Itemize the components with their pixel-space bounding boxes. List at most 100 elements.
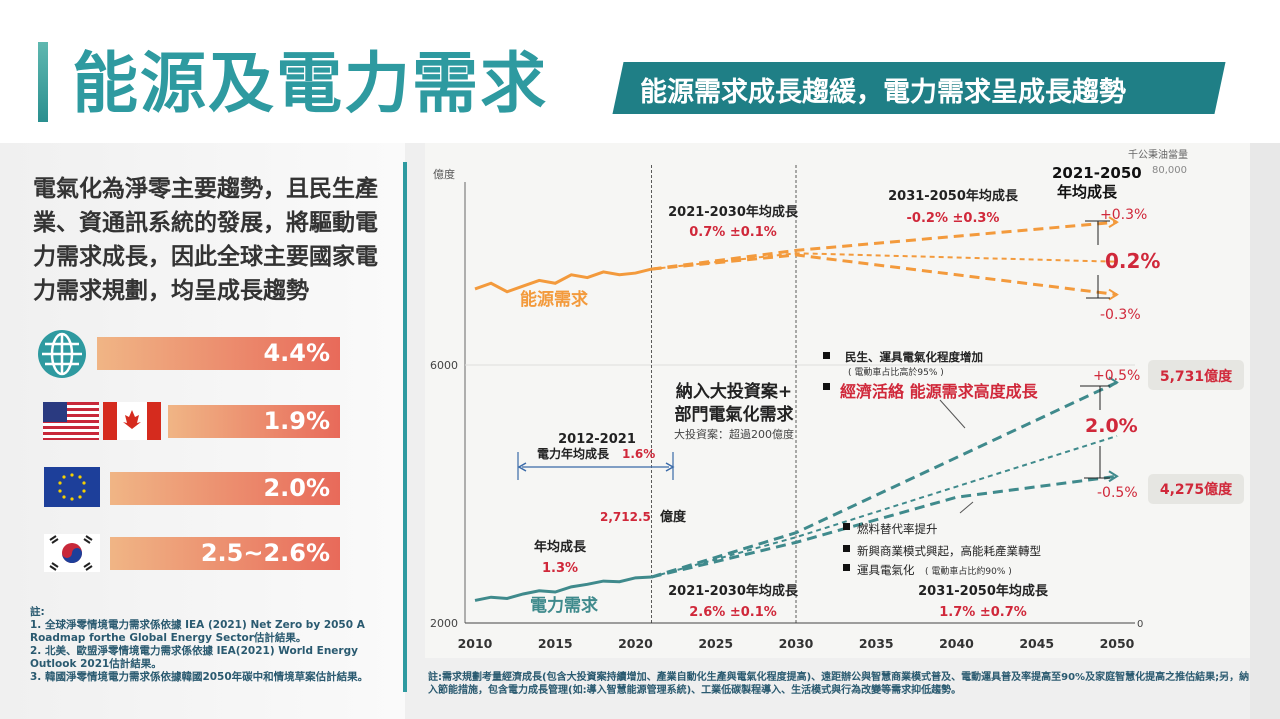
- bar-global: 4.4%: [97, 337, 340, 370]
- row-north-america: 1.9%: [0, 392, 400, 452]
- leader-line-low: [959, 501, 974, 514]
- right-tick-0: 0: [1137, 619, 1143, 630]
- projection-line-electricity-1: [651, 434, 1118, 579]
- e-2150-down: -0.3%: [1100, 307, 1141, 323]
- note-3: 3. 韓國淨零情境電力需求係依據韓國2050年碳中和情境草案估計結果。: [30, 671, 369, 683]
- bullet-square: [823, 383, 830, 390]
- el-2150-low: 4,275億度: [1160, 481, 1233, 498]
- chart-panel: [425, 143, 1250, 658]
- el-2021-value: 2,712.5: [600, 510, 651, 524]
- low-bullet-3: 運具電氣化: [857, 563, 915, 577]
- us-canada-flags-icon: [43, 402, 161, 440]
- row-eu: 2.0%: [0, 459, 400, 519]
- high-bullet-2: 經濟活絡 能源需求高度成長: [840, 382, 1039, 401]
- el-2150-mid: 2.0%: [1085, 415, 1138, 437]
- electricity-series-label: 電力需求: [530, 595, 598, 616]
- arrow-head: [1108, 288, 1119, 301]
- x-tick-2030: 2030: [779, 636, 814, 651]
- leader-line-high: [939, 399, 966, 429]
- el-1221-label: 電力年均成長: [537, 446, 610, 461]
- high-bullet-1-sub: ( 電動車占比高於95% ): [848, 366, 944, 378]
- bullet-square: [823, 352, 830, 359]
- note-2: 2. 北美、歐盟淨零情境電力需求係依據 IEA(2021) World Ener…: [30, 645, 358, 670]
- projection-line-energy-2: [651, 253, 1118, 297]
- callout-high-bg: [1148, 360, 1244, 390]
- series-line-energy: [474, 267, 652, 294]
- note-1: 1. 全球淨零情境電力需求係依據 IEA (2021) Net Zero by …: [30, 619, 365, 644]
- range-bracket-electricity: [1080, 385, 1110, 479]
- el-3150-title: 2031-2050年均成長: [918, 583, 1049, 599]
- low-bullet-3-sub: ( 電動車占比約90% ): [925, 565, 1012, 577]
- el-3150-value: 1.7% ±0.7%: [939, 605, 1027, 620]
- e-2150-up: +0.3%: [1100, 207, 1147, 223]
- y-tick-6000: 6000: [430, 359, 458, 372]
- bottom-note: 註:需求規劃考量經濟成長(包含大投資案持續增加、產業自動化生產與電氣化程度提高)…: [428, 672, 1250, 696]
- range-arrow-2012-2021: [517, 452, 674, 480]
- e-2130-title: 2021-2030年均成長: [668, 204, 799, 220]
- e-3150-value: -0.2% ±0.3%: [907, 211, 1000, 226]
- el-2130-value: 2.6% ±0.1%: [689, 605, 777, 620]
- arrow-head: [1108, 216, 1119, 228]
- x-tick-2020: 2020: [618, 636, 653, 651]
- projection-line-electricity-0: [651, 380, 1118, 579]
- energy-series-label: 能源需求: [520, 289, 588, 310]
- y-tick-2000: 2000: [430, 617, 458, 630]
- el-2150-up: +0.5%: [1093, 368, 1140, 384]
- range-bracket-energy: [1085, 220, 1110, 299]
- left-axis-label: 億度: [433, 167, 455, 181]
- invest-line2: 部門電氣化需求: [675, 404, 794, 425]
- e-2150-mid: 0.2%: [1105, 249, 1160, 273]
- x-tick-2025: 2025: [698, 636, 733, 651]
- x-tick-2050: 2050: [1100, 636, 1135, 651]
- low-bullet-1: 燃料替代率提升: [857, 522, 938, 536]
- el-2150-high: 5,731億度: [1160, 368, 1233, 385]
- note-heading: 註:: [30, 606, 45, 618]
- right-margin: [1250, 143, 1280, 719]
- korea-flag-icon: [44, 534, 100, 572]
- bar-korea: 2.5~2.6%: [110, 537, 340, 570]
- el-2150-down: -0.5%: [1097, 485, 1138, 501]
- row-korea: 2.5~2.6%: [0, 524, 400, 584]
- el-2021-unit: 億度: [660, 509, 687, 525]
- arrow-head: [1108, 470, 1119, 483]
- bar-eu: 2.0%: [110, 472, 340, 505]
- el-hist-title: 年均成長: [534, 539, 587, 555]
- left-notes: 註: 1. 全球淨零情境電力需求係依據 IEA (2021) Net Zero …: [30, 606, 390, 684]
- x-tick-2035: 2035: [859, 636, 894, 651]
- subtitle: 能源需求成長趨緩，電力需求呈成長趨勢: [640, 77, 1126, 108]
- projection-line-electricity-2: [651, 474, 1118, 579]
- bullet-square: [843, 523, 850, 530]
- eu-flag-icon: [44, 467, 100, 507]
- series-line-electricity: [474, 575, 652, 602]
- low-bullet-2: 新興商業模式興起，高能耗產業轉型: [857, 544, 1041, 558]
- e-2130-value: 0.7% ±0.1%: [689, 225, 777, 240]
- high-bullet-1: 民生、運具電氣化程度增加: [845, 350, 983, 364]
- bullet-square: [843, 545, 850, 552]
- e-2150-title1: 2021-2050: [1052, 164, 1142, 182]
- arrow-head: [1108, 376, 1119, 389]
- x-tick-2015: 2015: [538, 636, 573, 651]
- e-3150-title: 2031-2050年均成長: [888, 188, 1019, 204]
- invest-line3: 大投資案：超過200億度: [674, 427, 794, 441]
- bullet-square: [843, 564, 850, 571]
- x-tick-2040: 2040: [939, 636, 974, 651]
- el-1221-title: 2012-2021: [558, 432, 636, 447]
- title-accent-bar: [38, 42, 48, 122]
- summary-text: 電氣化為淨零主要趨勢，且民生產業、資通訊系統的發展，將驅動電力需求成長，因此全球…: [33, 176, 378, 304]
- right-tick-80000: 80,000: [1152, 165, 1187, 176]
- page-title: 能源及電力需求: [72, 45, 548, 122]
- right-axis-label: 千公秉油當量: [1128, 148, 1188, 161]
- row-global: 4.4%: [0, 324, 400, 384]
- el-hist-value: 1.3%: [542, 561, 578, 576]
- bar-north-america: 1.9%: [168, 405, 340, 438]
- el-1221-value: 1.6%: [622, 447, 655, 461]
- el-2130-title: 2021-2030年均成長: [668, 583, 799, 599]
- divider: [403, 162, 407, 692]
- x-tick-2010: 2010: [458, 636, 493, 651]
- arrow-heads: [517, 462, 675, 472]
- globe-icon: [38, 330, 86, 378]
- callout-low-bg: [1148, 474, 1244, 504]
- invest-line1: 納入大投資案+: [676, 381, 792, 402]
- x-tick-2045: 2045: [1019, 636, 1054, 651]
